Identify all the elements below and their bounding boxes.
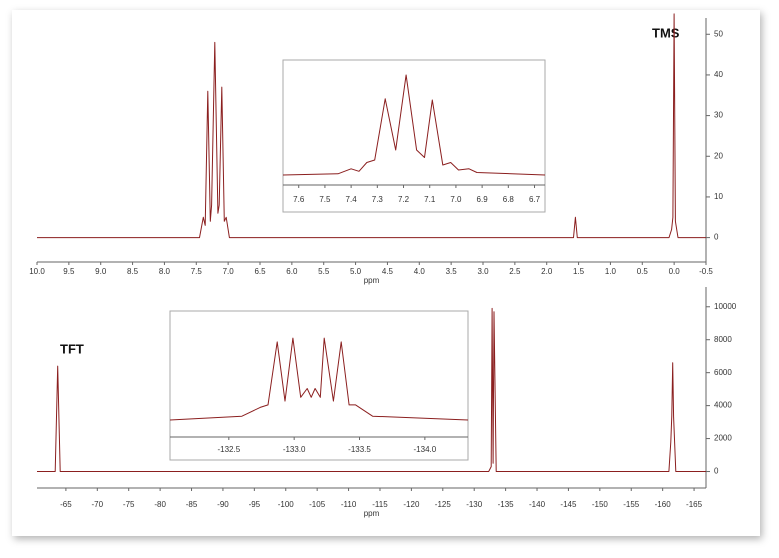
x-tick-label: -155 xyxy=(623,500,640,509)
x-tick-label: -133.5 xyxy=(348,445,371,454)
x-tick-label: 1.0 xyxy=(605,267,617,276)
x-tick-label: 10.0 xyxy=(29,267,45,276)
x-tick-label: 3.5 xyxy=(446,267,458,276)
x-axis-label: ppm xyxy=(364,276,380,285)
x-tick-label: 2.5 xyxy=(509,267,521,276)
x-tick-label: -65 xyxy=(60,500,72,509)
x-tick-label: -100 xyxy=(278,500,295,509)
x-tick-label: -165 xyxy=(686,500,703,509)
x-tick-label: -0.5 xyxy=(699,267,713,276)
x-tick-label: -125 xyxy=(435,500,452,509)
inset-frame xyxy=(282,59,546,213)
y-tick-label: 10 xyxy=(714,192,723,201)
y-tick-label: 20 xyxy=(714,151,723,160)
x-tick-label: 7.5 xyxy=(191,267,203,276)
x-tick-label: 6.9 xyxy=(477,195,489,204)
y-tick-label: 50 xyxy=(714,29,723,38)
x-tick-label: 7.1 xyxy=(424,195,436,204)
x-tick-label: -134.0 xyxy=(414,445,437,454)
y-tick-label: 4000 xyxy=(714,401,732,410)
x-tick-label: 5.0 xyxy=(350,267,362,276)
x-tick-label: -145 xyxy=(560,500,577,509)
x-tick-label: 9.5 xyxy=(63,267,75,276)
x-tick-label: 3.0 xyxy=(477,267,489,276)
x-tick-label: 8.5 xyxy=(127,267,139,276)
x-tick-label: -85 xyxy=(186,500,198,509)
x-tick-label: 7.5 xyxy=(319,195,331,204)
x-tick-label: -140 xyxy=(529,500,546,509)
spectrum-line xyxy=(37,307,706,472)
y-tick-label: 40 xyxy=(714,70,723,79)
x-tick-label: 6.0 xyxy=(286,267,298,276)
x-tick-label: 8.0 xyxy=(159,267,171,276)
x-tick-label: 6.5 xyxy=(254,267,266,276)
x-tick-label: 9.0 xyxy=(95,267,107,276)
x-tick-label: 7.4 xyxy=(346,195,358,204)
x-tick-label: -135 xyxy=(498,500,515,509)
x-tick-label: -75 xyxy=(123,500,135,509)
x-tick-label: 7.0 xyxy=(450,195,462,204)
y-tick-label: 0 xyxy=(714,233,719,242)
y-tick-label: 0 xyxy=(714,467,719,476)
x-tick-label: -130 xyxy=(466,500,483,509)
y-tick-label: 2000 xyxy=(714,434,732,443)
x-tick-label: 0.0 xyxy=(669,267,681,276)
x-tick-label: 4.5 xyxy=(382,267,394,276)
x-tick-label: 6.8 xyxy=(503,195,515,204)
x-tick-label: 7.2 xyxy=(398,195,410,204)
x-tick-label: -105 xyxy=(309,500,326,509)
spectrum-line xyxy=(170,337,468,421)
x-tick-label: 5.5 xyxy=(318,267,330,276)
x-tick-label: 7.0 xyxy=(223,267,235,276)
x-tick-label: -95 xyxy=(249,500,261,509)
spectrum-line xyxy=(283,74,545,176)
spectrum-line xyxy=(37,13,706,239)
x-tick-label: -133.0 xyxy=(283,445,306,454)
x-tick-label: -80 xyxy=(154,500,166,509)
x-tick-label: 4.0 xyxy=(414,267,426,276)
annotation: TMS xyxy=(652,25,680,40)
x-tick-label: -160 xyxy=(655,500,672,509)
y-tick-label: 8000 xyxy=(714,335,732,344)
x-tick-label: 7.3 xyxy=(372,195,384,204)
x-tick-label: -115 xyxy=(372,500,388,509)
x-axis-label: ppm xyxy=(364,509,380,518)
x-tick-label: -90 xyxy=(217,500,229,509)
annotation: TFT xyxy=(60,341,84,356)
inset-frame xyxy=(169,310,469,461)
y-tick-label: 6000 xyxy=(714,368,732,377)
y-tick-label: 10000 xyxy=(714,302,737,311)
x-tick-label: 7.6 xyxy=(293,195,305,204)
x-tick-label: -132.5 xyxy=(217,445,240,454)
x-tick-label: 1.5 xyxy=(573,267,585,276)
x-tick-label: 2.0 xyxy=(541,267,553,276)
x-tick-label: 0.5 xyxy=(637,267,649,276)
x-tick-label: -150 xyxy=(592,500,609,509)
x-tick-label: -120 xyxy=(403,500,420,509)
x-tick-label: -110 xyxy=(341,500,357,509)
x-tick-label: -70 xyxy=(92,500,104,509)
y-tick-label: 30 xyxy=(714,111,723,120)
x-tick-label: 6.7 xyxy=(529,195,541,204)
